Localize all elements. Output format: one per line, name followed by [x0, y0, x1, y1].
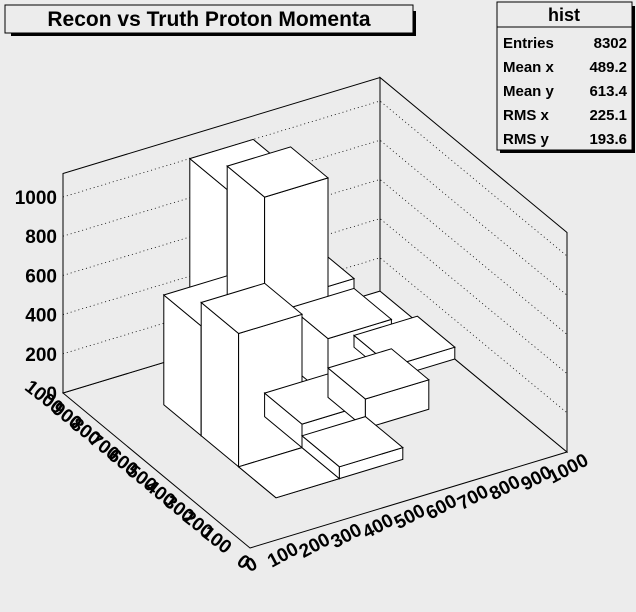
title-box: Recon vs Truth Proton Momenta [4, 4, 416, 36]
bar-top-face [200, 282, 304, 335]
stats-value: 8302 [594, 35, 627, 52]
lego-bar [300, 416, 404, 480]
stats-title: hist [548, 5, 580, 25]
stats-value: 225.1 [589, 107, 627, 124]
stats-label: RMS x [503, 107, 550, 124]
z-tick-label: 800 [25, 227, 57, 248]
stats-label: Entries [503, 35, 554, 52]
lego-bar [200, 282, 304, 468]
bar-top-face [300, 416, 404, 468]
stats-box: hist Entries 8302 Mean x 489.2 Mean y 613.4 RM… [496, 1, 635, 153]
bar-top-face [289, 287, 393, 340]
stats-label: Mean x [503, 59, 555, 76]
lego-bar [326, 348, 430, 430]
z-tick-label: 200 [25, 345, 57, 366]
z-tick-label: 600 [25, 266, 57, 287]
bar-top-face [226, 146, 330, 198]
bar-top-face [326, 348, 430, 400]
z-tick-label: 1000 [15, 188, 57, 209]
stats-label: Mean y [503, 83, 555, 100]
stats-label: RMS y [503, 131, 550, 148]
stats-value: 489.2 [589, 59, 627, 76]
stats-value: 613.4 [589, 83, 627, 100]
stats-rows: Entries 8302 Mean x 489.2 Mean y 613.4 RMS x 22… [503, 35, 628, 148]
stats-value: 193.6 [589, 131, 627, 148]
z-tick-label: 0 [46, 384, 57, 405]
z-tick-label: 400 [25, 306, 57, 327]
lego-bars [162, 138, 456, 499]
chart-title: Recon vs Truth Proton Momenta [47, 8, 371, 31]
